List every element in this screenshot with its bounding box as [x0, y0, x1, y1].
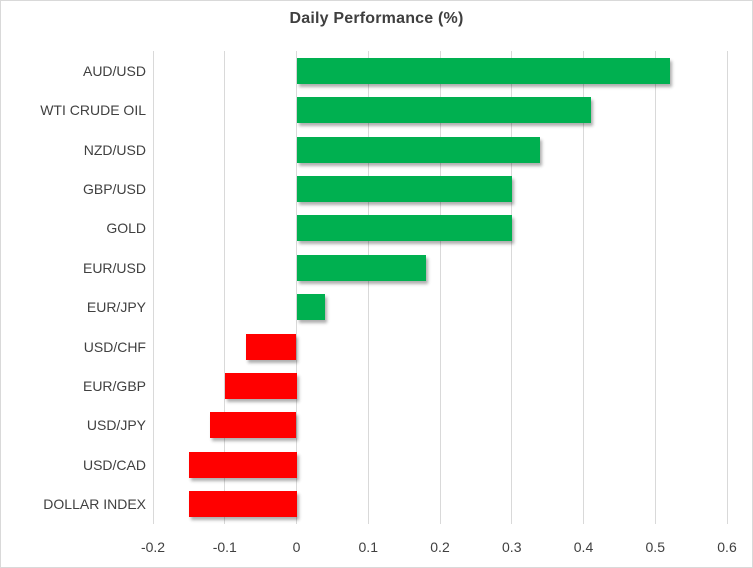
- x-tick-label: 0.3: [502, 539, 522, 555]
- x-tick-label: 0.6: [717, 539, 737, 555]
- bar-eur-gbp: [224, 373, 297, 400]
- bar-gold: [296, 215, 512, 242]
- plot-area: [152, 51, 728, 524]
- bar-aud-usd: [296, 57, 670, 84]
- y-axis-label-aud-usd: AUD/USD: [82, 62, 146, 79]
- gridline-0.4: [583, 51, 584, 524]
- bar-gbp-usd: [296, 175, 512, 202]
- x-tick-label: 0.4: [573, 539, 594, 555]
- y-axis-label-eur-gbp: EUR/GBP: [82, 378, 146, 395]
- x-tick-label: 0.2: [430, 539, 450, 555]
- gridline-0.6: [726, 51, 728, 524]
- bar-usd-cad: [188, 451, 297, 478]
- y-axis-labels: AUD/USD WTI CRUDE OIL NZD/USD GBP/USD GOLD EU…: [1, 51, 146, 524]
- bar-eur-usd: [296, 254, 426, 281]
- x-axis-tick-labels: -0.2 -0.1 0 0.1 0.2 0.3 0.4 0.5 0.6: [141, 539, 737, 559]
- y-axis-label-gbp-usd: GBP/USD: [82, 180, 146, 197]
- x-tick-label: 0.5: [645, 539, 665, 555]
- gridline--0.2: [152, 51, 154, 524]
- y-axis-label-nzd-usd: NZD/USD: [83, 141, 146, 158]
- bar-dollar-index: [188, 491, 297, 518]
- gridline-0: [296, 51, 297, 524]
- gridline-0.5: [654, 51, 656, 524]
- x-tick-label: 0.1: [358, 539, 378, 555]
- gridline--0.1: [224, 51, 226, 524]
- bar-wti-crude-oil: [296, 97, 591, 124]
- y-axis-label-usd-chf: USD/CHF: [83, 338, 146, 355]
- y-axis-label-eur-jpy: EUR/JPY: [86, 299, 146, 316]
- bar-usd-jpy: [210, 412, 297, 439]
- y-axis-label-dollar-index: DOLLAR INDEX: [43, 496, 146, 513]
- gridline-0.2: [439, 51, 441, 524]
- chart-title: Daily Performance (%): [289, 10, 464, 27]
- gridline-0.1: [367, 51, 369, 524]
- bar-usd-chf: [246, 333, 297, 360]
- y-axis-label-eur-usd: EUR/USD: [82, 259, 146, 276]
- y-axis-label-wti-crude-oil: WTI CRUDE OIL: [40, 102, 146, 119]
- y-axis-label-gold: GOLD: [106, 220, 146, 237]
- bar-nzd-usd: [296, 136, 541, 163]
- y-axis-label-usd-jpy: USD/JPY: [86, 417, 146, 434]
- x-tick-label: -0.1: [212, 539, 237, 555]
- x-tick-label: -0.2: [140, 539, 166, 555]
- bar-eur-jpy: [296, 294, 326, 321]
- gridline-0.3: [511, 51, 513, 524]
- x-tick-label: 0: [292, 539, 301, 555]
- y-axis-label-usd-cad: USD/CAD: [82, 456, 146, 473]
